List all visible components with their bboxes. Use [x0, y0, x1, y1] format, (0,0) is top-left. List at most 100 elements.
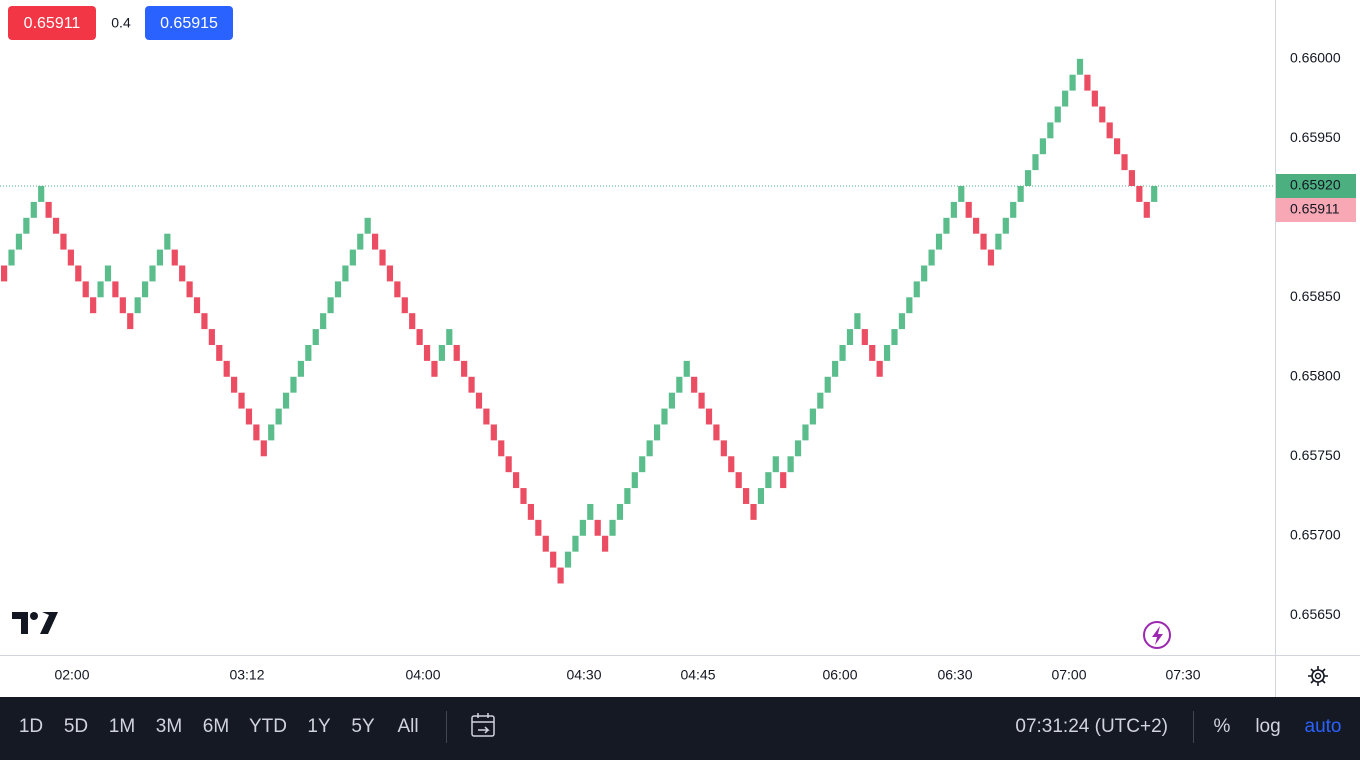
renko-brick [913, 281, 920, 298]
renko-brick [898, 313, 906, 330]
range-button[interactable]: 1Y [307, 716, 331, 737]
range-button[interactable]: 3M [156, 716, 182, 737]
renko-brick [38, 186, 45, 202]
renko-brick [401, 297, 408, 314]
buy-price[interactable]: 0.65915 [160, 15, 218, 32]
renko-brick [268, 424, 275, 441]
renko-brick [609, 519, 616, 536]
renko-brick [90, 297, 97, 314]
y-tick-label: 0.65700 [1290, 526, 1341, 542]
renko-brick [639, 456, 646, 473]
range-button[interactable]: All [397, 716, 418, 737]
renko-brick [995, 233, 1002, 250]
renko-brick [179, 265, 186, 282]
renko-brick [75, 265, 82, 282]
renko-brick [119, 297, 126, 314]
renko-brick [958, 186, 965, 202]
renko-brick [423, 344, 431, 361]
renko-brick [794, 440, 802, 457]
renko-brick [705, 408, 713, 425]
renko-brick [275, 408, 282, 425]
renko-brick [579, 519, 586, 536]
renko-brick [520, 488, 527, 504]
range-button[interactable]: 1M [109, 716, 135, 737]
log-toggle[interactable]: log [1255, 716, 1280, 737]
x-tick-label: 06:30 [937, 667, 972, 683]
renko-brick [446, 329, 453, 345]
range-button[interactable]: 5D [64, 716, 88, 737]
renko-brick [297, 360, 304, 377]
renko-brick [372, 233, 379, 250]
renko-brick [1121, 154, 1128, 171]
renko-brick [587, 503, 594, 520]
renko-brick [906, 297, 913, 314]
renko-brick [839, 344, 846, 361]
price-label-box [1276, 174, 1356, 199]
renko-brick [312, 329, 319, 345]
renko-brick [305, 344, 312, 361]
renko-brick [97, 281, 104, 298]
sell-price[interactable]: 0.65911 [24, 15, 81, 32]
buy-button[interactable] [145, 6, 233, 40]
x-tick-label: 03:12 [229, 667, 264, 683]
range-button[interactable]: YTD [249, 716, 287, 737]
renko-brick [891, 329, 898, 345]
sell-button[interactable] [8, 6, 96, 40]
renko-brick [676, 376, 683, 393]
renko-brick [216, 344, 223, 361]
renko-brick [379, 249, 386, 266]
renko-brick [572, 535, 579, 552]
x-tick-label: 04:45 [680, 667, 715, 683]
renko-brick [1010, 201, 1017, 218]
range-button[interactable]: 5Y [351, 716, 375, 737]
renko-brick [713, 424, 720, 441]
renko-brick [67, 249, 74, 266]
y-tick-label: 0.65800 [1290, 367, 1341, 383]
renko-brick [809, 408, 816, 425]
x-tick-label: 04:30 [566, 667, 601, 683]
toolbar [0, 697, 1360, 760]
date-range-icon[interactable] [471, 713, 495, 737]
renko-brick [82, 281, 89, 298]
renko-brick [1024, 170, 1032, 187]
range-button[interactable]: 1D [19, 716, 43, 737]
renko-brick [416, 329, 423, 345]
renko-brick [260, 440, 267, 457]
price-label: 0.65911 [1290, 201, 1340, 217]
renko-brick [156, 249, 164, 266]
renko-brick [1091, 90, 1098, 107]
renko-brick [883, 344, 891, 361]
auto-toggle[interactable]: auto [1305, 716, 1342, 737]
renko-brick [8, 249, 15, 266]
renko-brick [869, 344, 876, 361]
price-label: 0.65920 [1290, 177, 1341, 193]
gear-icon[interactable] [1308, 666, 1328, 686]
y-tick-label: 0.65950 [1290, 129, 1341, 145]
renko-brick [631, 472, 638, 489]
renko-brick [1032, 154, 1039, 171]
x-tick-label: 04:00 [405, 667, 440, 683]
renko-brick [564, 551, 572, 568]
renko-brick [1099, 106, 1106, 123]
renko-brick [817, 392, 824, 409]
renko-brick [327, 297, 334, 314]
renko-brick [594, 519, 601, 536]
renko-brick [861, 329, 868, 345]
renko-brick [780, 472, 787, 489]
renko-brick [750, 503, 757, 520]
renko-brick [743, 488, 750, 504]
y-tick-label: 0.65650 [1290, 606, 1341, 622]
lightning-icon[interactable] [1143, 621, 1171, 649]
renko-brick [698, 392, 705, 409]
renko-brick [824, 376, 831, 393]
renko-brick [1128, 170, 1136, 187]
renko-brick [624, 488, 631, 504]
renko-brick [832, 360, 839, 377]
renko-brick [512, 472, 520, 489]
renko-brick [193, 297, 201, 314]
range-button[interactable]: 6M [203, 716, 229, 737]
renko-brick [171, 249, 178, 266]
percent-toggle[interactable]: % [1214, 716, 1231, 737]
renko-brick [602, 535, 609, 552]
